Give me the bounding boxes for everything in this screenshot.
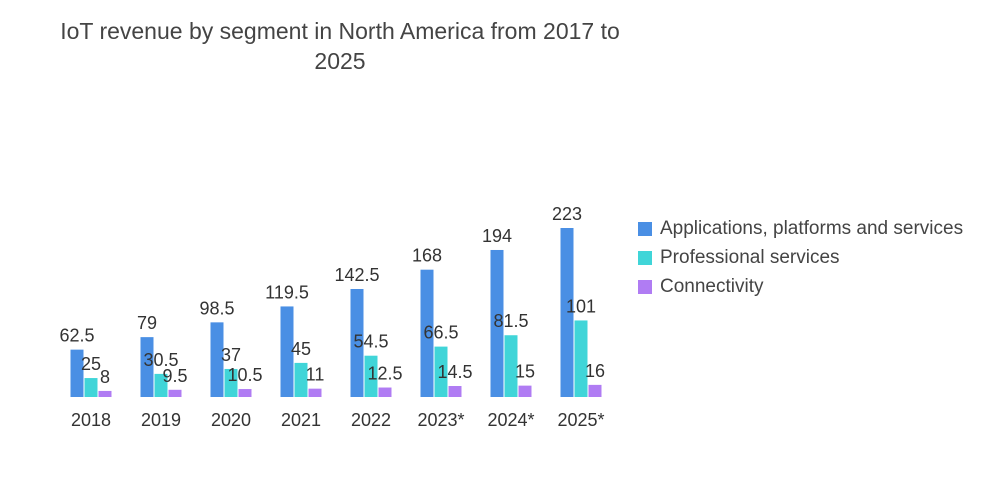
x-tick-label-2: 2020 <box>211 410 251 430</box>
bar-connectivity-4 <box>378 387 392 397</box>
bar-professional-services-7 <box>574 320 588 397</box>
bar-applications-7 <box>560 228 574 397</box>
legend-swatch-connectivity <box>638 279 652 294</box>
value-label-applications-7: 223 <box>552 204 582 224</box>
value-label-professional-services-5: 66.5 <box>423 323 458 343</box>
bar-professional-services-2 <box>224 368 238 397</box>
x-tick-label-6: 2024* <box>487 410 534 430</box>
value-label-professional-services-7: 101 <box>566 296 596 316</box>
bar-connectivity-5 <box>448 386 462 397</box>
bar-professional-services-3 <box>294 362 308 397</box>
value-label-connectivity-6: 15 <box>515 362 535 382</box>
bar-applications-0 <box>70 349 84 397</box>
value-label-connectivity-2: 10.5 <box>227 365 262 385</box>
value-label-connectivity-1: 9.5 <box>162 366 187 386</box>
value-label-applications-4: 142.5 <box>334 265 379 285</box>
value-label-applications-2: 98.5 <box>199 298 234 318</box>
value-label-professional-services-6: 81.5 <box>493 311 528 331</box>
value-label-professional-services-3: 45 <box>291 339 311 359</box>
legend: Applications, platforms and services Pro… <box>638 214 963 301</box>
x-tick-label-1: 2019 <box>141 410 181 430</box>
legend-swatch-applications <box>638 221 652 236</box>
x-tick-label-7: 2025* <box>557 410 604 430</box>
value-label-applications-6: 194 <box>482 226 512 246</box>
legend-item-professional-services: Professional services <box>638 243 963 272</box>
value-label-connectivity-7: 16 <box>585 361 605 381</box>
bar-connectivity-3 <box>308 388 322 397</box>
bar-connectivity-2 <box>238 389 252 397</box>
bar-connectivity-1 <box>168 389 182 397</box>
legend-item-connectivity: Connectivity <box>638 272 963 301</box>
value-label-professional-services-4: 54.5 <box>353 332 388 352</box>
bar-professional-services-1 <box>154 373 168 397</box>
value-label-connectivity-0: 8 <box>100 367 110 387</box>
bar-applications-6 <box>490 249 504 397</box>
value-label-professional-services-2: 37 <box>221 345 241 365</box>
value-label-connectivity-3: 11 <box>306 365 325 385</box>
bar-professional-services-0 <box>84 378 98 397</box>
bar-professional-services-4 <box>364 355 378 397</box>
value-label-applications-3: 119.5 <box>265 282 309 302</box>
value-label-applications-1: 79 <box>137 313 157 333</box>
bar-applications-3 <box>280 306 294 397</box>
chart-title: IoT revenue by segment in North America … <box>60 18 620 74</box>
bar-connectivity-0 <box>98 390 112 397</box>
legend-item-applications: Applications, platforms and services <box>638 214 963 243</box>
x-tick-label-4: 2022 <box>351 410 391 430</box>
x-tick-label-3: 2021 <box>281 410 321 430</box>
value-label-applications-0: 62.5 <box>59 326 94 346</box>
legend-label-professional-services: Professional services <box>660 246 840 268</box>
bar-applications-4 <box>350 289 364 397</box>
bar-professional-services-5 <box>434 346 448 397</box>
value-label-professional-services-0: 25 <box>81 354 101 374</box>
bar-applications-1 <box>140 337 154 397</box>
bar-applications-5 <box>420 269 434 397</box>
bar-applications-2 <box>210 322 224 397</box>
value-label-connectivity-4: 12.5 <box>367 364 402 384</box>
value-label-professional-services-1: 30.5 <box>143 350 178 370</box>
x-tick-label-5: 2023* <box>417 410 464 430</box>
x-tick-label-0: 2018 <box>71 410 111 430</box>
legend-label-applications: Applications, platforms and services <box>660 217 964 239</box>
value-label-applications-5: 168 <box>412 246 442 266</box>
bar-connectivity-7 <box>588 384 602 397</box>
value-label-connectivity-5: 14.5 <box>437 362 472 382</box>
legend-swatch-professional-services <box>638 250 652 265</box>
bar-professional-services-6 <box>504 335 518 397</box>
bar-connectivity-6 <box>518 385 532 397</box>
legend-label-connectivity: Connectivity <box>660 275 764 297</box>
